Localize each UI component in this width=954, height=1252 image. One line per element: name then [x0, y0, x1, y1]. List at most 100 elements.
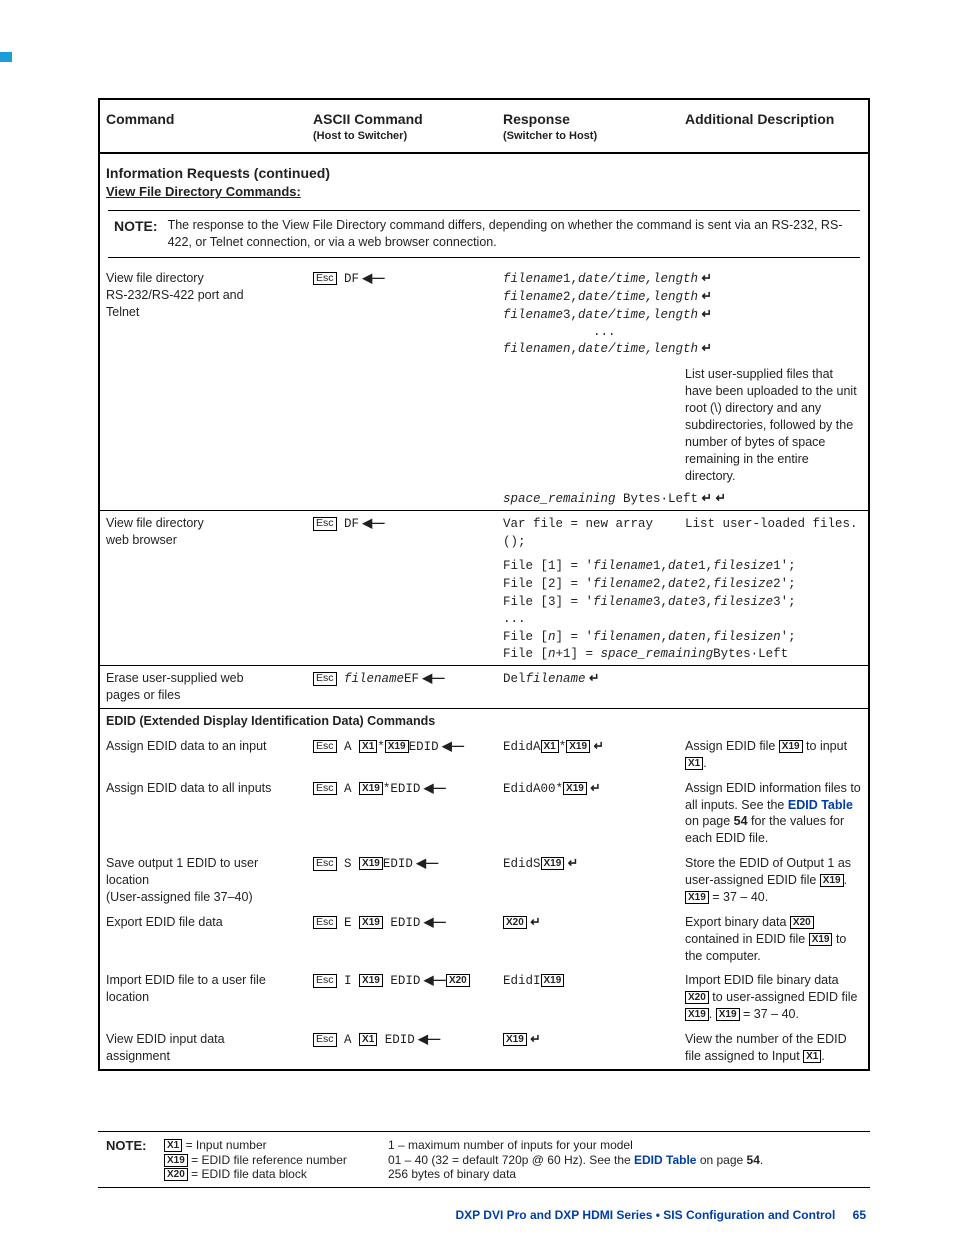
- footnote-box: NOTE: X1 = Input number 1 – maximum numb…: [98, 1131, 870, 1188]
- t: ...: [503, 611, 862, 628]
- vfd-serial-cmd-2: RS-232/RS-422 port and: [106, 287, 301, 304]
- t: 1,: [698, 559, 713, 573]
- x1-box: X1: [541, 740, 559, 753]
- t: 2,: [563, 290, 578, 304]
- x19-box: X19: [809, 933, 833, 946]
- enter-icon: ↵: [698, 271, 712, 285]
- erase-cmd-2: pages or files: [106, 687, 301, 704]
- t: 1,: [653, 559, 668, 573]
- row-vfd-serial: View file directory RS-232/RS-422 port a…: [99, 266, 869, 362]
- vfd-serial-cmd-3: Telnet: [106, 304, 301, 321]
- t: Bytes·Left: [713, 647, 788, 661]
- t: A: [337, 782, 360, 796]
- hdr-desc-label: Additional Description: [685, 111, 834, 127]
- x1-box: X1: [685, 757, 703, 770]
- t: date/time,length: [578, 290, 698, 304]
- x19-box: X19: [503, 1033, 527, 1046]
- x1-box: X1: [803, 1050, 821, 1063]
- hdr-response-label: Response: [503, 111, 570, 127]
- larr-icon: ◀—: [420, 973, 446, 987]
- t: 1';: [773, 559, 796, 573]
- command-table: Command ASCII Command(Host to Switcher) …: [98, 98, 870, 1071]
- hdr-ascii-label: ASCII Command: [313, 111, 423, 127]
- t: 2';: [773, 577, 796, 591]
- t: Var file = new array ();: [503, 517, 653, 549]
- t: filesizen: [713, 630, 781, 644]
- row-vfd-web: View file directory web browser Esc DF ◀…: [99, 511, 869, 555]
- t: date: [668, 577, 698, 591]
- edid-table-link[interactable]: EDID Table: [788, 798, 853, 812]
- t: Export binary data: [685, 915, 790, 929]
- t: 2,: [698, 577, 713, 591]
- esc-key-icon: Esc: [313, 272, 337, 286]
- x19-box: X19: [685, 1008, 709, 1021]
- t: filename: [593, 595, 653, 609]
- row-edid-assign-input: Assign EDID data to an input Esc A X1*X1…: [99, 734, 869, 776]
- larr-icon: ◀—: [359, 516, 385, 530]
- x19-box: X19: [566, 740, 590, 753]
- x20-box: X20: [790, 916, 814, 929]
- t: filename: [344, 672, 404, 686]
- hdr-response-sub: (Switcher to Host): [503, 129, 673, 144]
- row-edid-assign-all: Assign EDID data to all inputs Esc A X19…: [99, 776, 869, 852]
- t: ,: [571, 342, 579, 356]
- x19-box: X19: [359, 782, 383, 795]
- t: to user-assigned EDID file: [709, 990, 858, 1004]
- t: 3,: [653, 595, 668, 609]
- x19-box: X19: [820, 874, 844, 887]
- t: File [1] = ': [503, 559, 593, 573]
- edid-table-link[interactable]: EDID Table: [634, 1153, 696, 1167]
- larr-icon: ◀—: [439, 739, 465, 753]
- t: location: [106, 989, 301, 1006]
- t: E: [337, 916, 360, 930]
- t: date/time,length: [578, 272, 698, 286]
- t: EDID: [377, 1033, 415, 1047]
- section-edid: EDID (Extended Display Identification Da…: [99, 709, 869, 734]
- x20-box: X20: [685, 991, 709, 1004]
- t: 3,: [563, 308, 578, 322]
- footnote-label: NOTE:: [106, 1138, 164, 1153]
- hdr-command: Command: [99, 99, 307, 153]
- erase-cmd-1: Erase user-supplied web: [106, 670, 301, 687]
- t: date: [668, 595, 698, 609]
- larr-icon: ◀—: [420, 915, 446, 929]
- larr-icon: ◀—: [359, 271, 385, 285]
- t: to input: [803, 739, 847, 753]
- t: n: [548, 647, 556, 661]
- t: 54: [734, 814, 748, 828]
- vfd-web-desc: List user-loaded files.: [685, 517, 858, 531]
- row-vfd-web-files: File [1] = 'filename1,date1,filesize1'; …: [99, 555, 869, 666]
- note-text: The response to the View File Directory …: [168, 211, 860, 257]
- t: filesize: [713, 559, 773, 573]
- t: filename: [503, 272, 563, 286]
- x20-box: X20: [446, 974, 470, 987]
- enter-icon: ↵: [586, 671, 600, 685]
- t: on page: [696, 1153, 746, 1167]
- t: Import EDID file to a user file: [106, 972, 301, 989]
- t: EdidA: [503, 740, 541, 754]
- row-erase: Erase user-supplied web pages or files E…: [99, 666, 869, 709]
- top-accent: [0, 52, 12, 62]
- t: filename: [593, 559, 653, 573]
- x19-box: X19: [685, 891, 709, 904]
- vfd-web-cmd-2: web browser: [106, 532, 301, 549]
- t: = 37 – 40.: [740, 1007, 799, 1021]
- t: Del: [503, 672, 526, 686]
- t: 01 – 40 (32 = default 720p @ 60 Hz). See…: [388, 1153, 634, 1167]
- section2-title: EDID (Extended Display Identification Da…: [99, 709, 869, 734]
- t: EDID: [409, 740, 439, 754]
- t: File [2] = ': [503, 577, 593, 591]
- t: I: [337, 974, 360, 988]
- row-edid-save: Save output 1 EDID to userlocation(User-…: [99, 851, 869, 910]
- x19-box: X19: [716, 1008, 740, 1021]
- enter-icon: ↵: [564, 856, 578, 870]
- row-vfd-serial-space: space_remaining Bytes·Left ↵ ↵: [99, 488, 869, 510]
- x19-box: X19: [359, 857, 383, 870]
- row-edid-view: View EDID input dataassignment Esc A X1 …: [99, 1027, 869, 1070]
- t: filenamen: [503, 342, 571, 356]
- page: Command ASCII Command(Host to Switcher) …: [0, 0, 954, 1252]
- enter-icon: ↵: [527, 1032, 541, 1046]
- t: 54: [747, 1153, 760, 1167]
- t: [337, 672, 345, 686]
- t: EdidI: [503, 974, 541, 988]
